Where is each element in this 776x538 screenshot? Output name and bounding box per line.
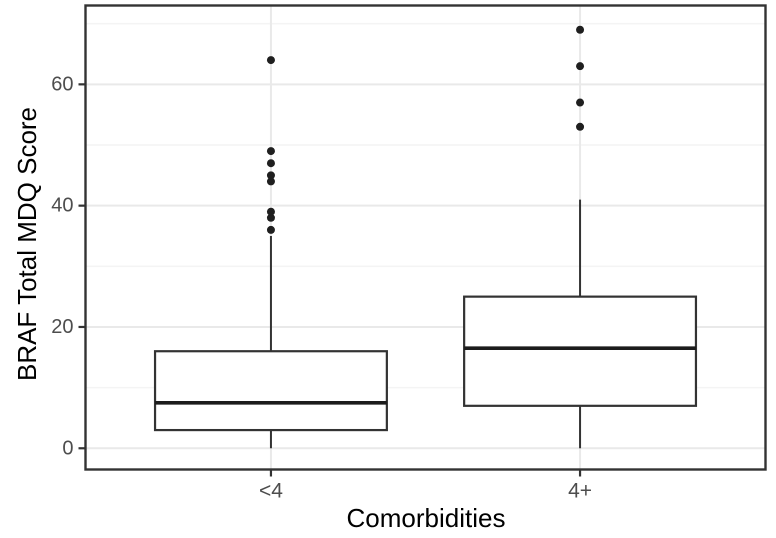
outlier-point [266,225,275,234]
outlier-point [576,98,585,107]
outlier-point [576,122,585,131]
y-tick-label: 40 [51,195,73,217]
outlier-point [266,207,275,216]
outlier-point [576,62,585,71]
outlier-point [266,159,275,168]
x-tick-label: <4 [259,480,283,503]
outlier-point [576,25,585,34]
outlier-point [266,213,275,222]
iqr-box [463,295,698,407]
outlier-point [266,177,275,186]
y-tick-label: 60 [51,73,73,95]
y-axis-title: BRAF Total MDQ Score [12,106,42,382]
x-axis-title: Comorbidities [346,503,506,533]
panel-border [84,4,767,471]
y-tick-label: 20 [51,316,73,338]
y-tick-label: 0 [62,437,73,459]
outlier-point [266,171,275,180]
x-tick-label: 4+ [568,480,592,503]
outlier-point [266,147,275,156]
outlier-point [266,56,275,65]
iqr-box [153,350,388,432]
